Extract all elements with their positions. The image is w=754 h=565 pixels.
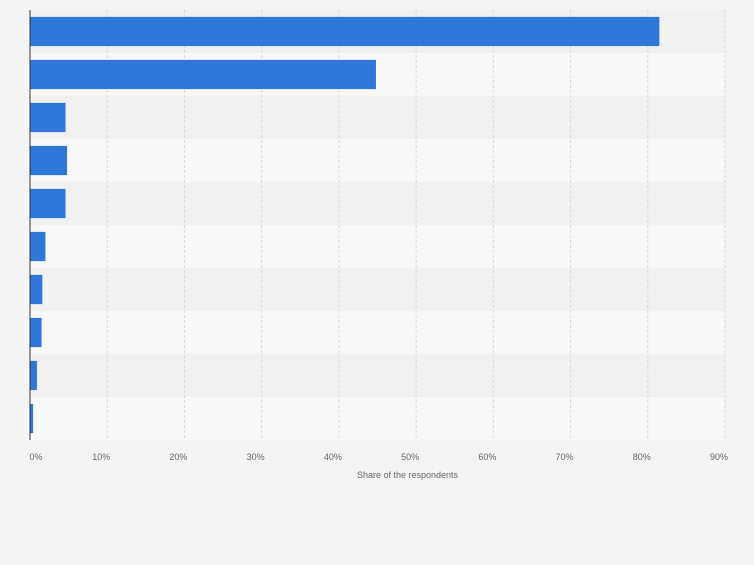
- bar[interactable]: [30, 403, 34, 434]
- x-tick-label: 50%: [401, 452, 419, 462]
- row-band: [30, 96, 725, 139]
- x-tick-label: 40%: [324, 452, 342, 462]
- x-tick-label: 10%: [92, 452, 110, 462]
- bar[interactable]: [30, 317, 42, 348]
- bar[interactable]: [30, 231, 46, 262]
- bar[interactable]: [30, 102, 66, 133]
- row-band: [30, 182, 725, 225]
- row-band: [30, 354, 725, 397]
- bar[interactable]: [30, 59, 376, 90]
- row-band: [30, 268, 725, 311]
- row-band: [30, 311, 725, 354]
- x-tick-label: 60%: [478, 452, 496, 462]
- x-tick-label: 20%: [169, 452, 187, 462]
- x-tick-labels: 0% 10% 20% 30% 40% 50% 60% 70% 80% 90%: [29, 452, 728, 462]
- x-tick-label: 70%: [556, 452, 574, 462]
- x-tick-label: 80%: [633, 452, 651, 462]
- row-band: [30, 225, 725, 268]
- bar[interactable]: [30, 360, 37, 391]
- row-band: [30, 139, 725, 182]
- bar[interactable]: [30, 188, 66, 219]
- bar[interactable]: [30, 16, 660, 47]
- plot-bands: [30, 10, 725, 440]
- x-tick-label: 30%: [247, 452, 265, 462]
- x-tick-label: 90%: [710, 452, 728, 462]
- x-tick-label: 0%: [29, 452, 42, 462]
- bar[interactable]: [30, 145, 68, 176]
- row-band: [30, 397, 725, 440]
- x-axis-label: Share of the respondents: [357, 470, 459, 480]
- bars: [30, 16, 660, 434]
- bar[interactable]: [30, 274, 43, 305]
